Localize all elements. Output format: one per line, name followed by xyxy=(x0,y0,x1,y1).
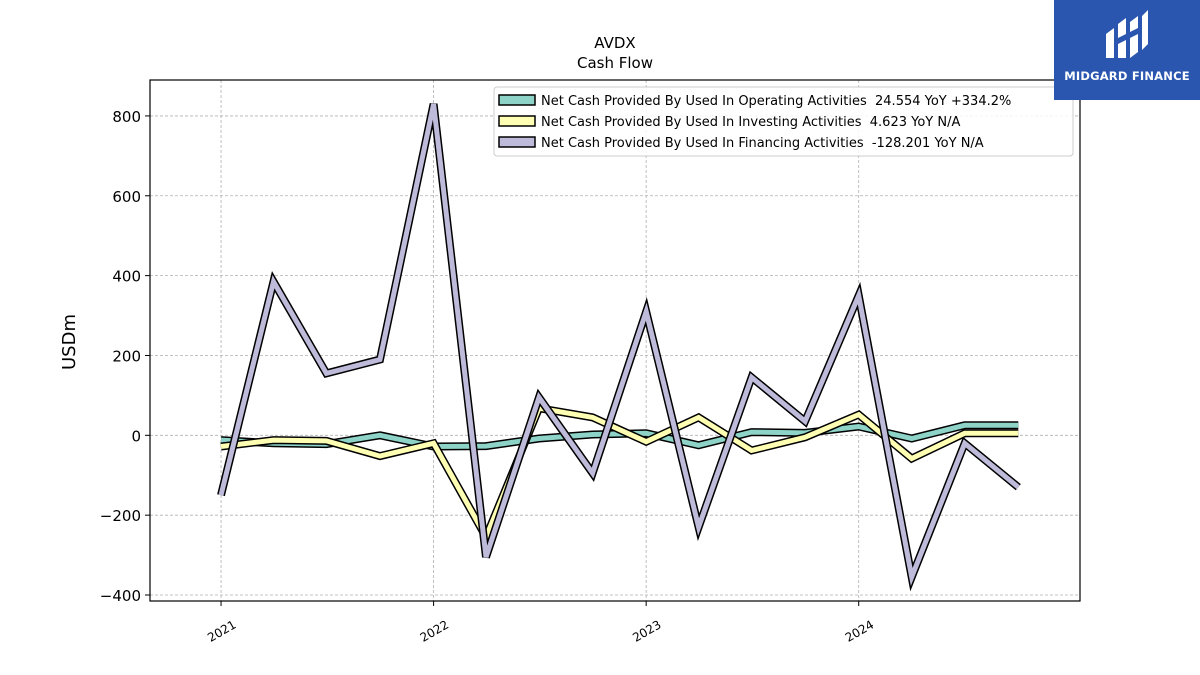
x-tick-label: 2021 xyxy=(205,617,238,644)
x-tick-label: 2023 xyxy=(630,617,663,644)
chart-subtitle: Cash Flow xyxy=(577,54,653,72)
grid xyxy=(150,80,1080,601)
y-tick-label: 200 xyxy=(112,347,141,365)
x-tick-label: 2022 xyxy=(418,617,451,644)
legend-frame xyxy=(493,86,1074,157)
y-axis-label: USDm xyxy=(59,314,80,370)
brand-logo: MIDGARD FINANCE xyxy=(1054,0,1200,100)
x-tick-label: 2024 xyxy=(843,617,876,644)
y-tick-label: 400 xyxy=(112,268,141,286)
legend-swatch xyxy=(498,94,536,106)
y-tick-label: −400 xyxy=(100,587,141,605)
y-tick-label: 0 xyxy=(131,427,141,445)
brand-name: MIDGARD FINANCE xyxy=(1064,69,1190,83)
axes: −400 −200 0 200 400 600 800 2021 2022 2023 2024 xyxy=(100,108,876,645)
legend-label: Net Cash Provided By Used In Investing A… xyxy=(541,115,960,130)
series-line-3 xyxy=(217,103,1021,592)
y-tick-label: 600 xyxy=(112,188,141,206)
series-layer xyxy=(217,103,1021,592)
y-tick-label: 800 xyxy=(112,108,141,126)
legend-swatch xyxy=(498,115,536,127)
legend-label: Net Cash Provided By Used In Operating A… xyxy=(541,94,1011,109)
chart-title: AVDX xyxy=(594,34,635,52)
legend: Net Cash Provided By Used In Operating A… xyxy=(493,86,1074,157)
midgard-logo-icon xyxy=(1106,10,1148,58)
legend-swatch xyxy=(498,136,536,148)
y-tick-label: −200 xyxy=(100,507,141,525)
legend-label: Net Cash Provided By Used In Financing A… xyxy=(541,136,984,151)
series-stroke xyxy=(218,103,1020,586)
plot-frame xyxy=(149,79,1081,602)
